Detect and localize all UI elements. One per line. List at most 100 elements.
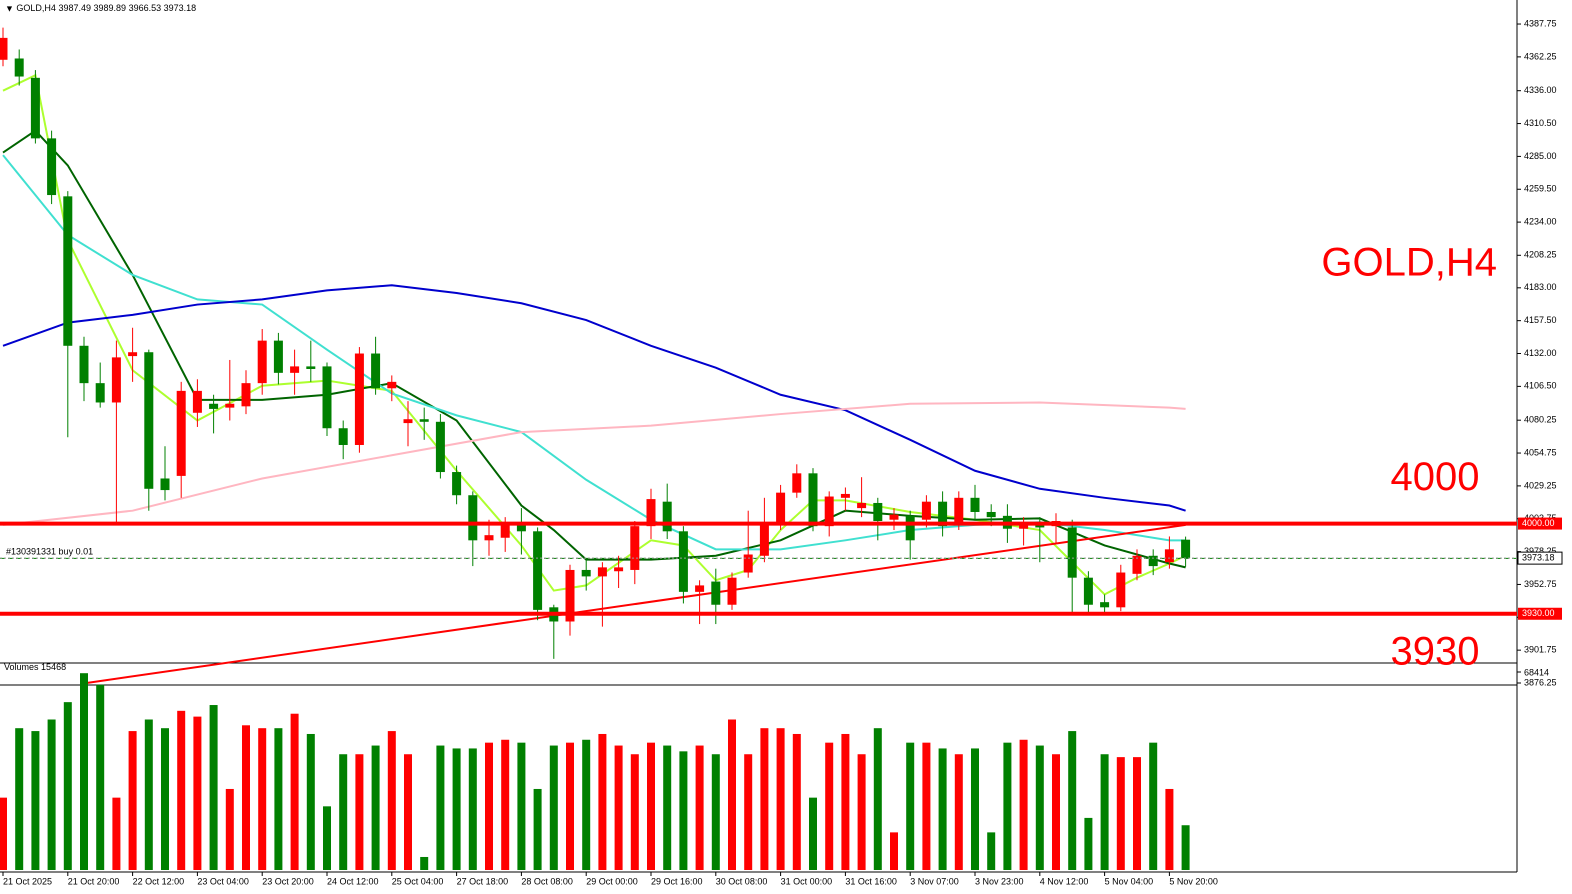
x-tick-label: 4 Nov 12:00 (1040, 876, 1089, 886)
volume-bar (355, 754, 364, 870)
candle-body (808, 473, 818, 527)
volume-title: Volumes (4, 662, 39, 672)
candle-body (403, 419, 413, 424)
x-tick-label: 5 Nov 04:00 (1105, 876, 1154, 886)
y-tick-label: 4080.25 (1524, 415, 1557, 425)
volume-bar (566, 742, 574, 870)
y-tick-label: 4029.25 (1524, 480, 1557, 490)
volume-bar (922, 742, 931, 870)
candle-body (79, 345, 89, 384)
volume-bar (971, 748, 979, 870)
candle-body (192, 390, 202, 413)
volume-bar (809, 797, 817, 870)
level-annotation: 4000 (1391, 455, 1480, 499)
volume-bar (128, 731, 137, 870)
volume-bar (209, 705, 218, 870)
x-tick-label: 24 Oct 12:00 (327, 876, 379, 886)
candle-body (144, 352, 154, 489)
volume-bar (1052, 754, 1060, 870)
candle-body (678, 531, 688, 592)
candle-body (581, 569, 591, 577)
candle-body (1100, 602, 1110, 608)
candle-body (257, 340, 267, 384)
volume-bar (1133, 757, 1141, 870)
candle-body (743, 554, 753, 573)
candle-body (63, 196, 73, 346)
y-tick-label: 4310.50 (1524, 118, 1557, 128)
symbol-annotation: GOLD,H4 (1321, 241, 1497, 285)
moving-average (2, 401, 1186, 526)
volume-bar (890, 832, 898, 870)
candle-body (1148, 555, 1158, 567)
x-tick-label: 31 Oct 16:00 (845, 876, 897, 886)
x-tick-label: 29 Oct 16:00 (651, 876, 703, 886)
level-box-label: 4000.00 (1522, 518, 1555, 528)
candle-body (1132, 555, 1142, 574)
volume-bar (1181, 825, 1190, 870)
volume-bar (873, 728, 882, 870)
candle-body (452, 472, 462, 496)
candle-body (500, 522, 510, 538)
volume-bar (630, 754, 639, 870)
x-tick-label: 3 Nov 23:00 (975, 876, 1024, 886)
y-tick-label: 4285.00 (1524, 151, 1557, 161)
volume-tick-label: 68414 (1524, 667, 1549, 677)
volume-bar (711, 754, 720, 870)
candle-body (111, 357, 121, 403)
candle-body (646, 499, 656, 527)
volume-bar (517, 742, 526, 870)
x-tick-label: 27 Oct 18:00 (457, 876, 509, 886)
moving-average (2, 73, 1187, 596)
candle-body (1083, 577, 1093, 605)
volume-bar (1165, 788, 1174, 870)
volume-bar (533, 788, 542, 870)
volume-bar (744, 754, 753, 870)
volume-bar (825, 742, 834, 870)
candle-body (225, 403, 235, 408)
candle-body (306, 366, 316, 369)
volume-bar (258, 728, 267, 870)
candle-body (840, 493, 850, 498)
volume-bar (776, 728, 785, 870)
volume-bar (452, 748, 461, 870)
y-tick-label: 4183.00 (1524, 282, 1557, 292)
x-tick-label: 28 Oct 08:00 (521, 876, 573, 886)
candle-body (371, 353, 381, 389)
volume-bar (1116, 757, 1125, 870)
candle-body (30, 77, 40, 139)
candle-body (338, 428, 348, 445)
candle-body (824, 496, 834, 527)
candle-body (241, 383, 251, 407)
volume-bar (582, 739, 591, 870)
y-tick-label: 4387.75 (1524, 18, 1557, 28)
moving-average (2, 284, 1186, 512)
level-box (1518, 517, 1562, 530)
volume-bar (177, 710, 186, 870)
candle-body (387, 381, 397, 389)
volume-bar (987, 832, 996, 870)
x-tick-label: 23 Oct 20:00 (262, 876, 314, 886)
candle-body (1035, 524, 1045, 528)
x-tick-label: 5 Nov 20:00 (1169, 876, 1218, 886)
volume-bar (938, 748, 947, 870)
volume-bar (323, 806, 331, 870)
candle-body (128, 352, 138, 357)
candle-body (614, 567, 624, 572)
candle-body (597, 567, 607, 577)
candle-body (419, 419, 429, 422)
candle-body (759, 523, 769, 556)
candle-body (484, 535, 494, 541)
candle-body (290, 366, 300, 373)
volume-bar (242, 725, 250, 870)
volume-bar (15, 728, 24, 870)
y-tick-label: 4054.75 (1524, 447, 1557, 457)
bid-label: 3973.18 (1522, 553, 1555, 563)
candle-body (695, 585, 705, 592)
volume-bar (193, 716, 202, 870)
candle-body (95, 383, 105, 403)
bid-box (1517, 551, 1563, 565)
volume-bar (47, 719, 56, 870)
symbol: GOLD,H4 (16, 3, 56, 13)
